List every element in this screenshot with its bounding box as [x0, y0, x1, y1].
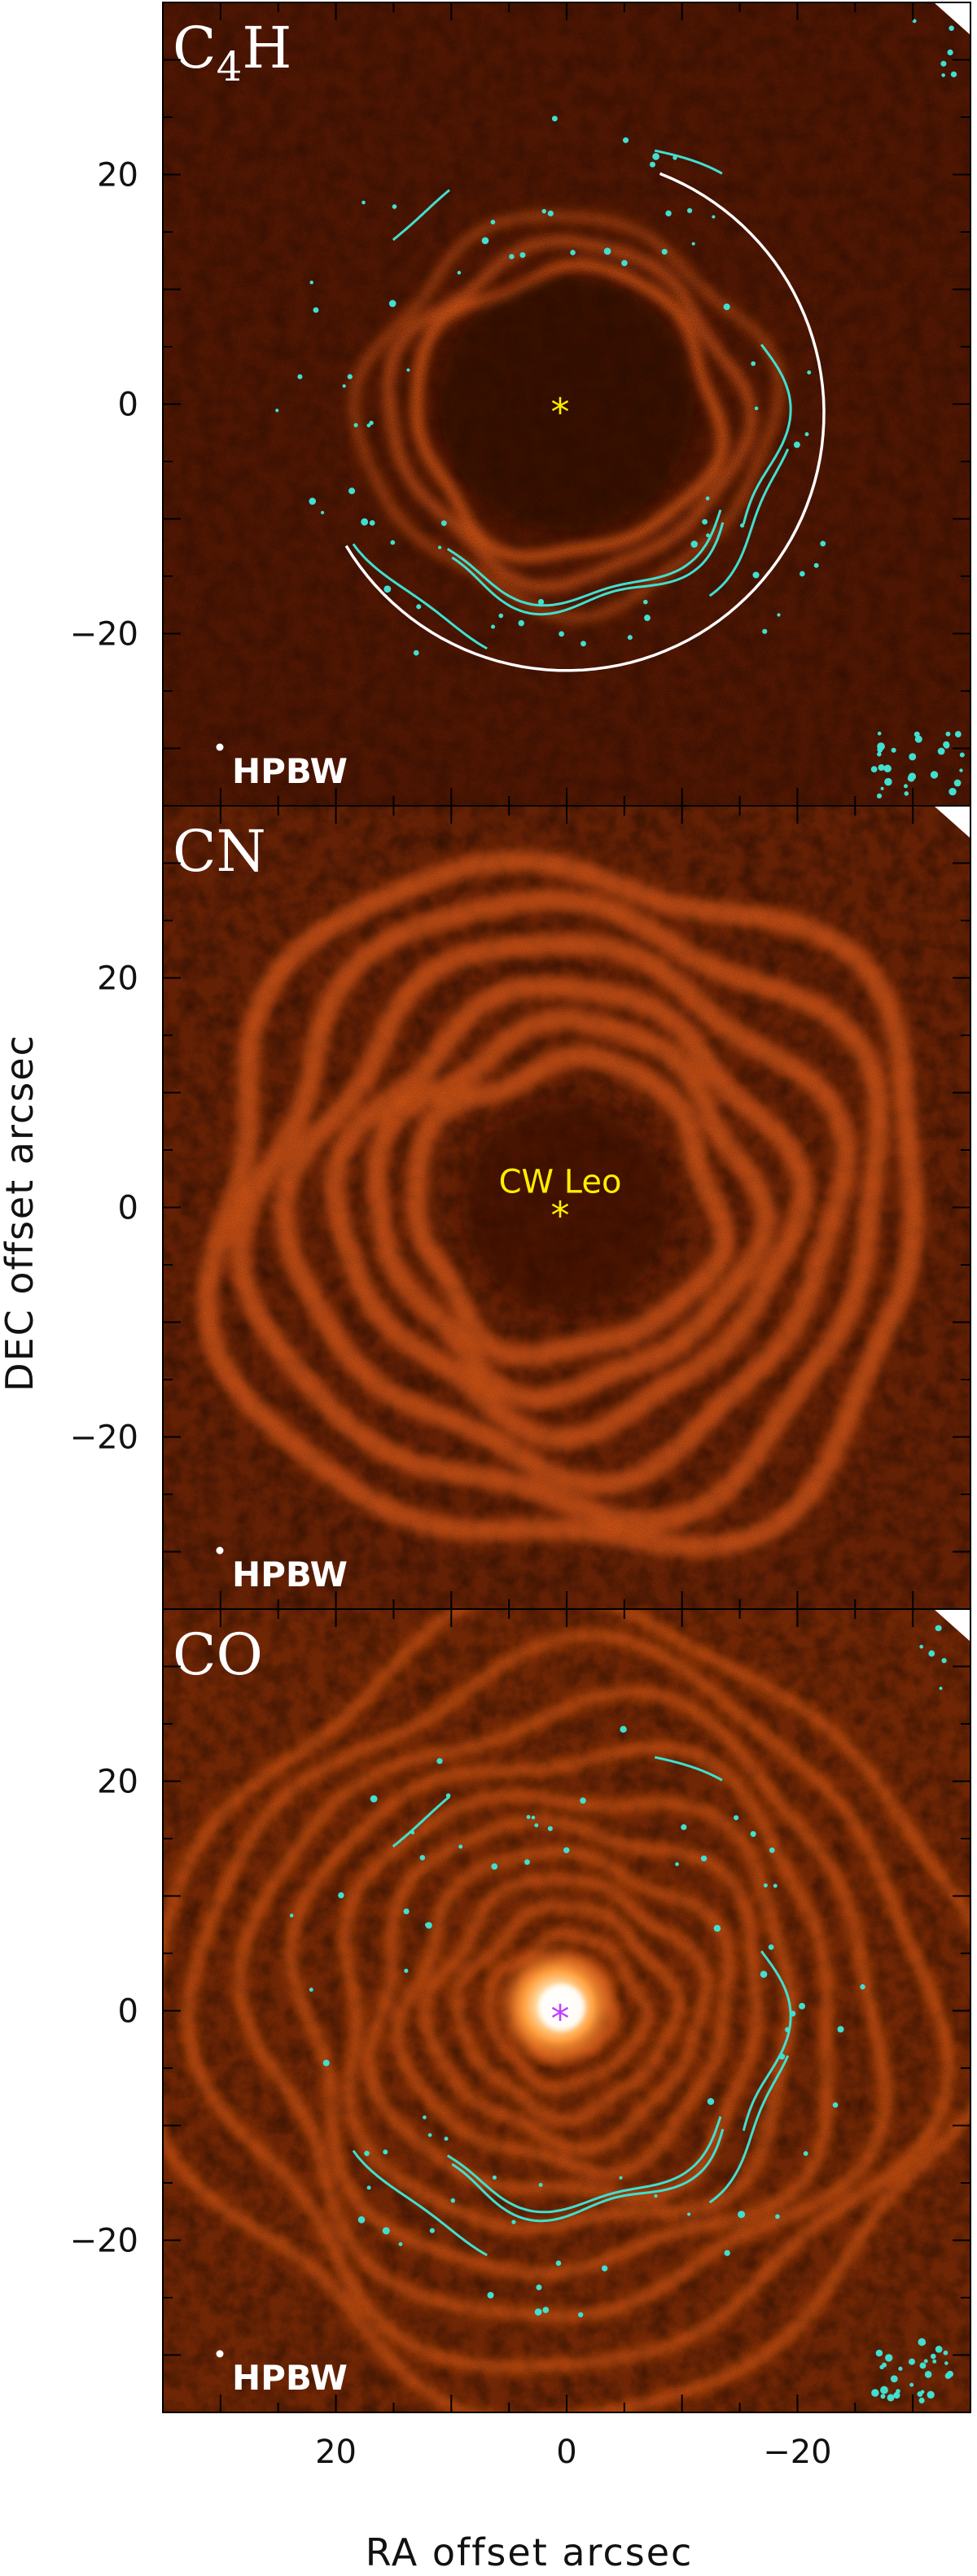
star-label: CW Leo	[499, 1164, 622, 1201]
panel-title-main: CO	[173, 1621, 263, 1688]
axis-ticks	[163, 1609, 970, 2412]
star-marker: *	[551, 391, 570, 435]
x-tick-label: 0	[556, 2434, 576, 2471]
panel-title-subscript: 4	[217, 43, 243, 90]
panel-title-main: CN	[173, 818, 266, 885]
contour-overlay	[289, 1625, 953, 2403]
beam-marker	[216, 2350, 224, 2358]
y-tick-label: −20	[70, 1419, 138, 1457]
fitted-circle-arc	[344, 172, 826, 672]
panel-co: * CO HPBW 20 0 −20	[70, 1608, 971, 2413]
y-tick-label: 20	[97, 157, 138, 195]
panel-title: CN	[173, 818, 266, 885]
star-marker: *	[551, 1997, 570, 2041]
panel-title: C4H	[173, 15, 291, 90]
axis-ticks	[163, 806, 970, 1609]
x-tick-label: 20	[315, 2434, 357, 2471]
map-image: *CW Leo	[163, 806, 970, 1609]
contour-overlay	[275, 19, 965, 799]
star-marker: *	[551, 1194, 570, 1238]
y-tick-label: −20	[70, 616, 138, 654]
beam-marker	[216, 1546, 224, 1555]
y-tick-label: 0	[118, 1993, 138, 2031]
x-tick-label: −20	[763, 2434, 831, 2471]
panel-title-tail: H	[242, 15, 291, 81]
axis-ticks	[163, 2, 970, 806]
y-tick-label: −20	[70, 2223, 138, 2260]
y-tick-label: 0	[118, 1190, 138, 1227]
beam-label: HPBW	[232, 1555, 348, 1594]
y-tick-label: 20	[97, 960, 138, 998]
x-axis-title: RA offset arcsec	[366, 2530, 694, 2574]
panel-title: CO	[173, 1621, 263, 1688]
beam-label: HPBW	[232, 751, 348, 791]
y-tick-label: 0	[118, 387, 138, 424]
map-image: *	[163, 2, 970, 806]
y-axis-title: DEC offset arcsec	[0, 1034, 42, 1392]
panel-title-main: C	[173, 15, 217, 81]
beam-label: HPBW	[232, 2358, 348, 2398]
panel-c4h: * C4H HPBW 20 0 −20	[70, 2, 971, 807]
map-image: *	[163, 1609, 970, 2412]
beam-marker	[216, 743, 224, 751]
y-tick-label: 20	[97, 1764, 138, 1801]
